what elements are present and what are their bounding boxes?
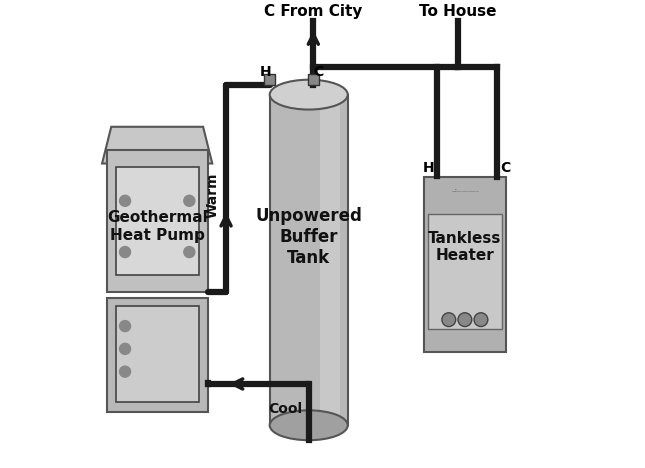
Text: ________: ________ [451,186,479,192]
FancyBboxPatch shape [424,177,506,352]
Text: .: . [454,183,457,192]
Polygon shape [102,127,212,163]
FancyBboxPatch shape [106,150,208,292]
Circle shape [119,321,130,332]
Circle shape [184,195,195,206]
FancyBboxPatch shape [106,298,208,411]
Text: H: H [423,161,435,175]
Ellipse shape [270,410,348,440]
FancyBboxPatch shape [308,74,319,86]
Ellipse shape [270,80,348,110]
Circle shape [442,313,455,327]
Circle shape [119,344,130,354]
Text: To House: To House [419,4,497,19]
Text: Unpowered
Buffer
Tank: Unpowered Buffer Tank [255,207,362,267]
Text: Tankless
Heater: Tankless Heater [428,231,502,263]
Circle shape [119,247,130,257]
FancyBboxPatch shape [321,95,340,425]
Circle shape [184,247,195,257]
Circle shape [119,195,130,206]
Text: H: H [259,65,271,79]
FancyBboxPatch shape [428,214,502,329]
Circle shape [119,366,130,377]
FancyBboxPatch shape [116,167,199,275]
FancyBboxPatch shape [116,306,199,402]
Text: C: C [313,65,323,79]
Text: Warm: Warm [205,173,219,219]
Circle shape [474,313,488,327]
Text: Geothermal
Heat Pump: Geothermal Heat Pump [107,210,208,242]
Circle shape [458,313,471,327]
Text: C: C [500,161,510,175]
Text: C From City: C From City [264,4,362,19]
Text: Cool: Cool [269,402,303,417]
FancyBboxPatch shape [264,74,275,86]
FancyBboxPatch shape [270,95,348,425]
